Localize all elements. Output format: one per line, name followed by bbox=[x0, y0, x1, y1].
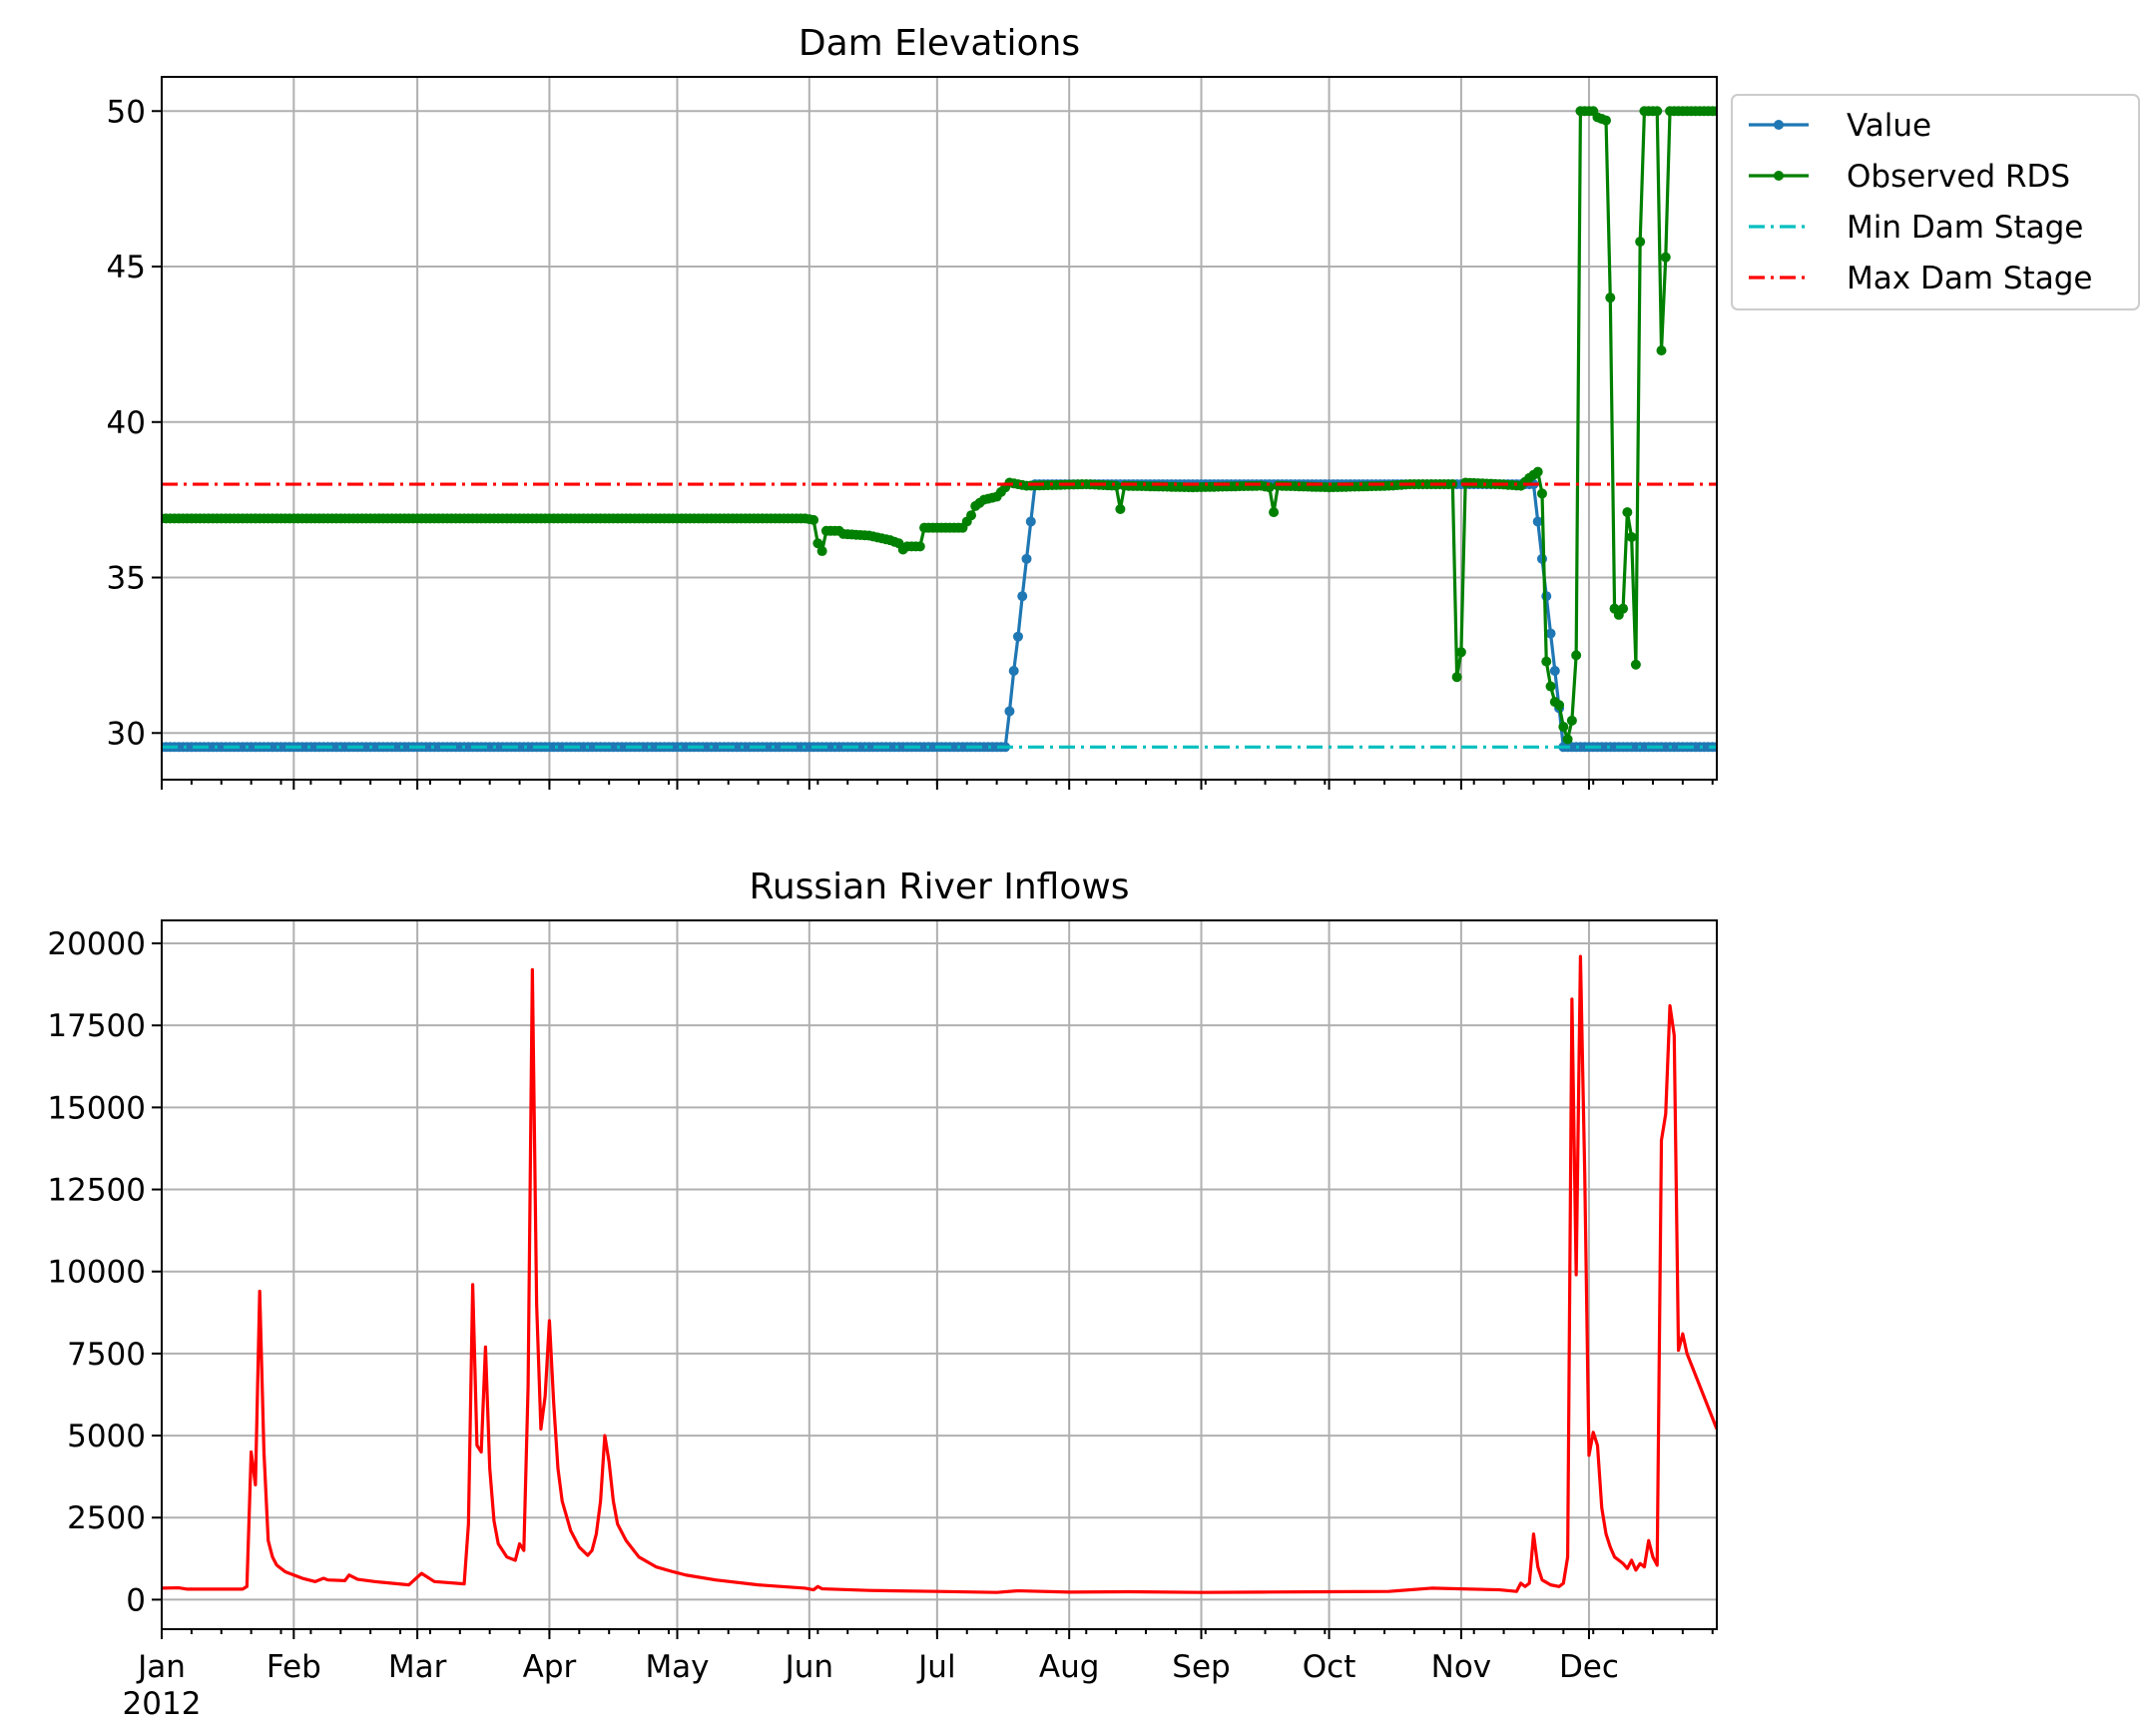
russian-river-inflows-ytick-label-17500: 17500 bbox=[47, 1008, 146, 1044]
dam-elevations-point-observed-rds bbox=[966, 510, 977, 521]
dam-elevations-point-value bbox=[1004, 706, 1015, 717]
russian-river-inflows-ytick-label-15000: 15000 bbox=[47, 1090, 146, 1126]
legend-entry-min-dam-stage: Min Dam Stage bbox=[1749, 210, 2083, 246]
dam-elevations-point-observed-rds bbox=[1566, 715, 1577, 726]
dam-elevations-title: Dam Elevations bbox=[799, 23, 1080, 64]
legend-label-observed-rds: Observed RDS bbox=[1847, 159, 2070, 195]
dam-elevations-point-value bbox=[1021, 553, 1032, 564]
dam-elevations-point-observed-rds bbox=[1656, 345, 1667, 356]
x-axis-year-label: 2012 bbox=[123, 1686, 202, 1722]
dam-elevations-point-observed-rds bbox=[1451, 672, 1462, 683]
legend-entry-value: Value bbox=[1749, 108, 1931, 144]
x-tick-label-nov: Nov bbox=[1431, 1649, 1492, 1685]
dam-elevations-point-observed-rds bbox=[1541, 656, 1552, 667]
legend-label-max-dam-stage: Max Dam Stage bbox=[1847, 261, 2092, 296]
dam-elevations-axes-frame bbox=[161, 76, 1718, 781]
legend-entry-observed-rds: Observed RDS bbox=[1749, 159, 2070, 195]
dam-elevations-point-value bbox=[1012, 631, 1023, 642]
legend-frame bbox=[1731, 94, 2140, 310]
russian-river-inflows-series bbox=[162, 954, 1717, 1594]
legend-marker-observed-rds bbox=[1774, 171, 1784, 181]
x-tick-label-jul: Jul bbox=[916, 1649, 955, 1685]
russian-river-inflows-ytick-label-7500: 7500 bbox=[67, 1337, 146, 1373]
dam-elevations-point-observed-rds bbox=[1630, 659, 1641, 670]
x-tick-label-sep: Sep bbox=[1172, 1649, 1230, 1685]
dam-elevations-ytick-label-35: 35 bbox=[107, 561, 146, 597]
dam-elevations-point-observed-rds bbox=[1601, 115, 1612, 126]
dam-elevations-point-observed-rds bbox=[1626, 532, 1637, 543]
russian-river-inflows-ytick-label-20000: 20000 bbox=[47, 926, 146, 962]
legend: Value Observed RDS Min Dam Stage Max Dam St… bbox=[1731, 94, 2140, 310]
dam-elevations-ytick-label-30: 30 bbox=[107, 716, 146, 752]
dam-elevations-ticks: 30 35 40 45 50 bbox=[107, 94, 1714, 790]
dam-elevations-series-observed-rds bbox=[162, 106, 1717, 745]
dam-elevations-point-observed-rds bbox=[1269, 507, 1280, 518]
dam-elevations-point-observed-rds bbox=[1660, 252, 1671, 263]
russian-river-inflows-line-inflow bbox=[162, 954, 1717, 1594]
dam-elevations-point-observed-rds bbox=[1571, 650, 1582, 661]
russian-river-inflows-ytick-label-10000: 10000 bbox=[47, 1255, 146, 1291]
dam-elevations-point-observed-rds bbox=[1562, 734, 1573, 745]
dam-elevations-point-value bbox=[1025, 516, 1036, 527]
russian-river-inflows-ytick-label-5000: 5000 bbox=[67, 1419, 146, 1454]
dam-elevations-point-observed-rds bbox=[1545, 681, 1556, 692]
dam-elevations-series bbox=[162, 106, 1717, 753]
legend-label-min-dam-stage: Min Dam Stage bbox=[1847, 210, 2083, 246]
x-tick-label-dec: Dec bbox=[1559, 1649, 1619, 1685]
x-tick-label-apr: Apr bbox=[523, 1649, 577, 1685]
x-tick-label-oct: Oct bbox=[1303, 1649, 1356, 1685]
russian-river-inflows-ticks: Jan Feb Mar Apr May Jun Jul Aug Sep Oct Nov Dec 0 250… bbox=[47, 926, 1714, 1685]
dam-elevations-point-observed-rds bbox=[1635, 237, 1646, 248]
russian-river-inflows-ytick-label-12500: 12500 bbox=[47, 1173, 146, 1209]
dam-elevations-panel: 30 35 40 45 50 Dam Elevations bbox=[107, 23, 1718, 790]
russian-river-inflows-title: Russian River Inflows bbox=[749, 867, 1129, 907]
dam-elevations-point-observed-rds bbox=[914, 541, 925, 552]
dam-elevations-ytick-label-40: 40 bbox=[107, 405, 146, 441]
russian-river-inflows-ytick-label-0: 0 bbox=[126, 1582, 146, 1618]
dam-elevations-grid bbox=[161, 77, 1717, 780]
dam-elevations-point-observed-rds bbox=[1115, 503, 1126, 514]
russian-river-inflows-axes-frame bbox=[161, 919, 1718, 1630]
dam-elevations-point-observed-rds bbox=[1554, 700, 1565, 711]
dam-elevations-point-observed-rds bbox=[812, 538, 823, 549]
dam-elevations-point-observed-rds bbox=[816, 546, 827, 557]
x-tick-label-mar: Mar bbox=[388, 1649, 447, 1685]
russian-river-inflows-ytick-label-2500: 2500 bbox=[67, 1500, 146, 1536]
russian-river-inflows-panel: Jan Feb Mar Apr May Jun Jul Aug Sep Oct Nov Dec 0 250… bbox=[47, 867, 1718, 1685]
legend-entries: Value Observed RDS Min Dam Stage Max Dam St… bbox=[1749, 108, 2092, 296]
dam-elevations-point-observed-rds bbox=[1618, 603, 1629, 614]
dam-elevations-point-observed-rds bbox=[1712, 106, 1717, 117]
dam-elevations-point-observed-rds bbox=[1605, 292, 1616, 303]
dam-elevations-point-value bbox=[1008, 665, 1019, 676]
x-tick-label-jun: Jun bbox=[784, 1649, 833, 1685]
dam-elevations-point-observed-rds bbox=[1558, 722, 1569, 733]
dam-elevations-point-observed-rds bbox=[1536, 488, 1547, 499]
dam-elevations-point-observed-rds bbox=[808, 514, 819, 525]
russian-river-inflows-grid bbox=[161, 920, 1717, 1629]
dam-elevations-point-value bbox=[1532, 516, 1543, 527]
dam-elevations-point-value bbox=[1017, 591, 1028, 602]
russian-river-inflows-series-inflow bbox=[162, 954, 1717, 1594]
dam-elevations-point-value bbox=[1545, 628, 1556, 639]
dam-elevations-point-observed-rds bbox=[1622, 507, 1633, 518]
dam-elevations-point-observed-rds bbox=[1652, 106, 1663, 117]
dam-elevations-point-observed-rds bbox=[1532, 466, 1543, 477]
legend-marker-value bbox=[1774, 120, 1784, 130]
legend-label-value: Value bbox=[1847, 108, 1931, 144]
dam-elevations-point-value bbox=[1549, 665, 1560, 676]
legend-entry-max-dam-stage: Max Dam Stage bbox=[1749, 261, 2092, 296]
x-tick-label-feb: Feb bbox=[267, 1649, 321, 1685]
dam-elevations-point-observed-rds bbox=[1455, 647, 1466, 658]
x-tick-label-jan: Jan bbox=[136, 1649, 186, 1685]
x-tick-label-aug: Aug bbox=[1039, 1649, 1100, 1685]
dam-elevations-ytick-label-45: 45 bbox=[107, 250, 146, 286]
x-tick-label-may: May bbox=[645, 1649, 709, 1685]
dam-elevations-ytick-label-50: 50 bbox=[107, 94, 146, 130]
